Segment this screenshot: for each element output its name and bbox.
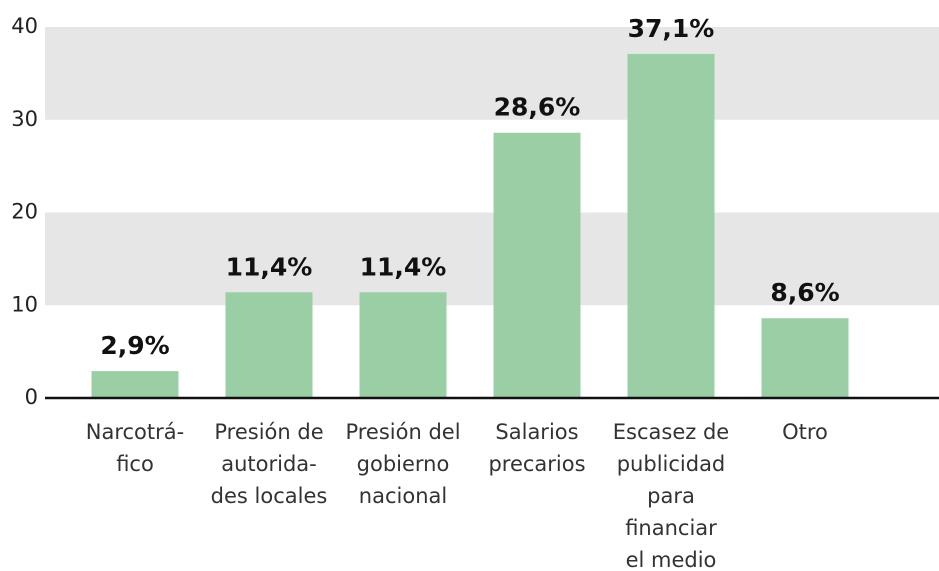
value-label: 8,6% [770, 278, 839, 307]
x-tick-label: gobierno [357, 452, 450, 476]
x-tick-label: Otro [782, 420, 828, 444]
x-tick-label: fico [116, 452, 154, 476]
bar [91, 371, 179, 398]
y-tick-label: 10 [11, 292, 38, 316]
value-label: 2,9% [100, 331, 169, 360]
y-tick-label: 0 [25, 385, 38, 409]
x-tick-label: financiar [625, 516, 717, 540]
bar [627, 53, 715, 399]
x-tick-label: Presión del [345, 420, 460, 444]
x-tick-label: precarios [488, 452, 585, 476]
y-tick-label: 20 [11, 200, 38, 224]
x-tick-label: el medio [626, 548, 717, 571]
x-tick-label: para [647, 484, 695, 508]
x-tick-label: Narcotrá- [86, 420, 184, 444]
x-tick-label: des locales [211, 484, 328, 508]
x-tick-label: autorida- [221, 452, 317, 476]
value-label: 28,6% [494, 93, 581, 122]
y-tick-label: 30 [11, 107, 38, 131]
x-tick-label: Escasez de [613, 420, 729, 444]
x-tick-label: Presión de [214, 420, 323, 444]
y-tick-label: 40 [11, 14, 38, 38]
x-tick-label: nacional [359, 484, 447, 508]
grid-band [45, 212, 939, 306]
bar [225, 292, 313, 398]
bar [359, 292, 447, 398]
value-label: 11,4% [360, 252, 447, 281]
grid-band [45, 27, 939, 120]
x-tick-label: publicidad [617, 452, 726, 476]
bar [761, 318, 849, 398]
x-tick-label: Salarios [495, 420, 578, 444]
bar [493, 132, 581, 399]
value-label: 37,1% [628, 14, 715, 43]
value-label: 11,4% [226, 252, 313, 281]
